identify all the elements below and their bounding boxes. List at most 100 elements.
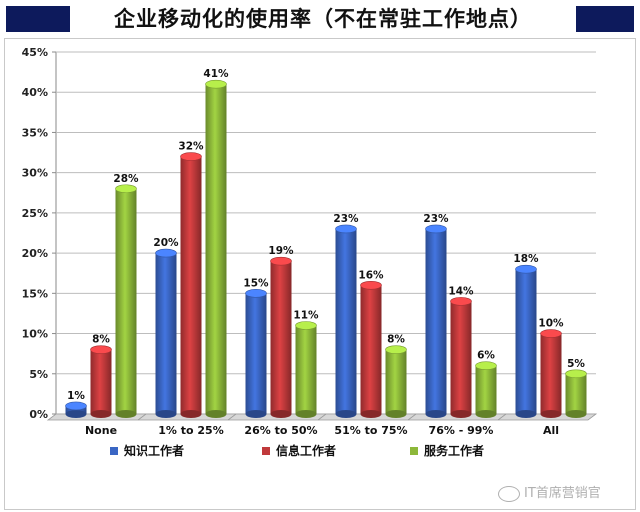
data-label: 10% [538, 318, 564, 330]
bar-base [475, 410, 497, 418]
y-tick-label: 35% [22, 126, 48, 139]
bar [425, 228, 447, 414]
x-tick-mark [137, 413, 147, 421]
bar-cap [245, 289, 267, 298]
bar-base [245, 410, 267, 418]
data-label: 6% [477, 350, 495, 362]
x-tick-mark [227, 413, 237, 421]
bar-base [65, 410, 87, 418]
data-label: 8% [387, 334, 405, 346]
y-tick-label: 40% [22, 86, 48, 99]
bar-base [450, 410, 472, 418]
bar-cap [90, 345, 112, 354]
bar [180, 156, 202, 415]
data-label: 19% [268, 245, 294, 257]
data-label: 41% [203, 68, 229, 80]
data-label: 23% [333, 213, 359, 225]
legend-swatch [410, 447, 418, 455]
x-tick-label: None [85, 424, 117, 437]
bar [385, 349, 407, 414]
data-label: 32% [178, 141, 204, 153]
bar [540, 333, 562, 414]
bar-base [155, 410, 177, 418]
bar-cap [180, 152, 202, 161]
bar-cap [565, 369, 587, 379]
bar-base [565, 410, 587, 418]
bar-cap [360, 280, 382, 290]
bar-cap [295, 321, 317, 330]
bar-cap [65, 401, 87, 411]
chart-title: 企业移动化的使用率（不在常驻工作地点） [114, 7, 532, 31]
bar-cap [540, 329, 562, 338]
bar-base [425, 410, 447, 418]
legend-label: 信息工作者 [276, 443, 336, 458]
bar-cap [450, 297, 472, 306]
bar-cap [205, 79, 227, 89]
bar [565, 373, 587, 414]
data-label: 1% [67, 390, 85, 402]
data-label: 23% [423, 213, 449, 225]
y-tick-label: 10% [22, 328, 48, 341]
bar [155, 253, 177, 414]
title-accent-right [576, 6, 634, 32]
bar-base [90, 410, 112, 418]
bar-base [385, 410, 407, 418]
data-label: 11% [293, 310, 319, 322]
y-tick-label: 30% [22, 167, 48, 180]
y-tick-label: 15% [22, 287, 48, 300]
wechat-icon [498, 485, 520, 502]
bar-cap [515, 264, 537, 274]
bar [450, 301, 472, 414]
bar [245, 293, 267, 414]
bar-cap [425, 224, 447, 234]
bar [515, 269, 537, 414]
x-tick-label: 1% to 25% [158, 424, 223, 437]
bar-base [205, 410, 227, 418]
x-tick-mark [497, 413, 507, 421]
bar-cap [155, 248, 177, 258]
title-accent-left [6, 6, 70, 32]
x-tick-label: All [543, 424, 559, 437]
y-tick-label: 5% [29, 368, 48, 381]
bar-base [115, 410, 137, 418]
data-label: 14% [448, 285, 474, 297]
data-label: 16% [358, 269, 384, 281]
bar-cap [115, 184, 137, 194]
x-tick-label: 26% to 50% [244, 424, 317, 437]
data-label: 28% [113, 173, 139, 185]
bar [295, 325, 317, 414]
legend-swatch [262, 447, 270, 455]
x-tick-mark [317, 413, 327, 421]
bar-cap [335, 224, 357, 234]
data-label: 8% [92, 334, 110, 346]
watermark: IT首席营销官 [498, 482, 638, 506]
bar-base [360, 410, 382, 418]
y-tick-label: 45% [22, 46, 48, 59]
bar [270, 261, 292, 414]
bar [205, 84, 227, 414]
bar [360, 285, 382, 414]
legend-swatch [110, 447, 118, 455]
x-tick-mark [407, 413, 417, 421]
data-label: 20% [153, 237, 179, 249]
bar-base [515, 410, 537, 418]
data-label: 15% [243, 277, 269, 289]
data-label: 18% [513, 253, 539, 265]
bar-cap [385, 345, 407, 354]
bar-base [180, 410, 202, 418]
y-tick-label: 0% [29, 408, 48, 421]
y-tick-label: 20% [22, 247, 48, 260]
bar [475, 365, 497, 414]
data-label: 5% [567, 358, 585, 370]
legend-label: 知识工作者 [123, 443, 184, 458]
bar [335, 228, 357, 414]
bar-base [270, 410, 292, 418]
y-tick-label: 25% [22, 207, 48, 220]
watermark-text: IT首席营销官 [524, 486, 601, 501]
bar-cap [475, 361, 497, 371]
x-tick-label: 51% to 75% [334, 424, 407, 437]
bar [115, 188, 137, 414]
x-tick-label: 76% - 99% [429, 424, 494, 437]
bar-base [335, 410, 357, 418]
